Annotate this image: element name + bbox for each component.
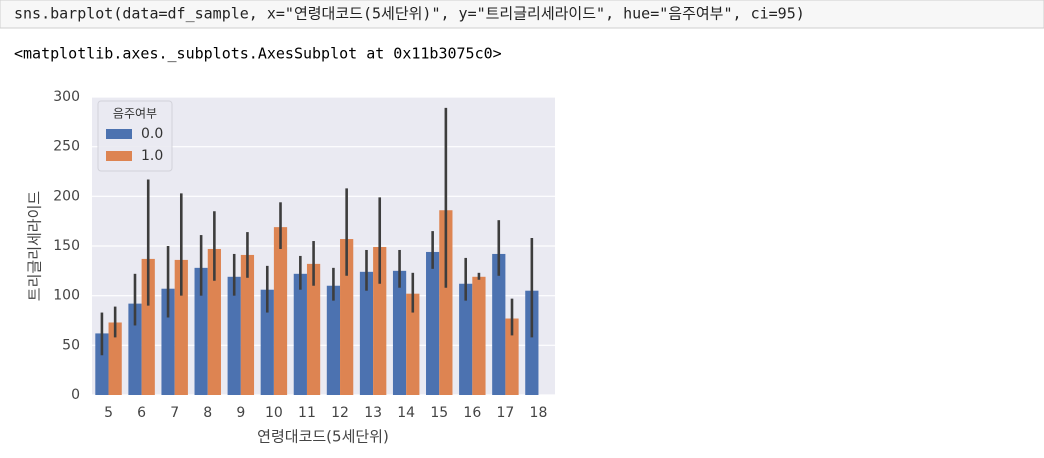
bar xyxy=(392,270,407,395)
legend-title: 음주여부 xyxy=(113,107,157,121)
bar xyxy=(260,289,274,395)
bar xyxy=(439,210,453,395)
bar xyxy=(326,285,341,395)
bar xyxy=(293,273,307,395)
y-tick-label: 150 xyxy=(53,238,80,254)
bar xyxy=(273,227,288,395)
code-line: sns.barplot(data=df_sample, x="연령대코드(5세단… xyxy=(14,5,805,23)
x-tick-label: 5 xyxy=(104,405,113,421)
bar xyxy=(472,276,486,395)
bar xyxy=(95,333,109,395)
x-tick-label: 8 xyxy=(203,405,212,421)
bar xyxy=(492,253,506,395)
bar xyxy=(161,288,175,395)
bar xyxy=(141,258,155,395)
bar xyxy=(406,293,420,395)
x-tick-label: 15 xyxy=(430,405,448,421)
bar xyxy=(525,290,539,395)
x-tick-label: 13 xyxy=(364,405,382,421)
cell-output: <matplotlib.axes._subplots.AxesSubplot a… xyxy=(14,45,502,63)
code-cell[interactable] xyxy=(0,0,1044,29)
legend-swatch xyxy=(106,151,132,161)
x-axis-label: 연령대코드(5세단위) xyxy=(257,428,389,446)
bar xyxy=(359,271,374,395)
bar xyxy=(227,276,241,395)
x-tick-label: 12 xyxy=(331,405,349,421)
bar xyxy=(174,259,188,395)
bar xyxy=(426,251,440,395)
bar xyxy=(207,248,221,395)
bar xyxy=(128,303,142,395)
bar xyxy=(459,283,473,395)
legend-label: 0.0 xyxy=(141,126,163,142)
bar xyxy=(194,267,208,395)
legend-swatch xyxy=(106,129,132,139)
x-tick-label: 7 xyxy=(170,405,179,421)
bar xyxy=(373,246,387,395)
bar xyxy=(240,254,255,395)
y-tick-label: 250 xyxy=(53,139,80,155)
y-tick-label: 0 xyxy=(71,387,80,403)
x-tick-label: 16 xyxy=(463,405,481,421)
bar xyxy=(306,263,321,395)
x-tick-label: 14 xyxy=(397,405,415,421)
y-tick-label: 200 xyxy=(53,188,80,204)
bar xyxy=(340,239,354,395)
x-tick-label: 18 xyxy=(530,405,548,421)
y-tick-label: 50 xyxy=(62,337,80,353)
x-tick-label: 17 xyxy=(496,405,514,421)
y-tick-label: 300 xyxy=(53,89,80,105)
y-axis-label: 트리글리세라이드 xyxy=(26,191,44,302)
x-tick-label: 6 xyxy=(137,405,146,421)
x-tick-label: 11 xyxy=(298,405,316,421)
x-tick-label: 10 xyxy=(265,405,283,421)
bar xyxy=(505,318,519,395)
bar xyxy=(108,322,122,395)
legend-label: 1.0 xyxy=(141,148,163,164)
x-tick-label: 9 xyxy=(236,405,245,421)
y-tick-label: 100 xyxy=(53,288,80,304)
